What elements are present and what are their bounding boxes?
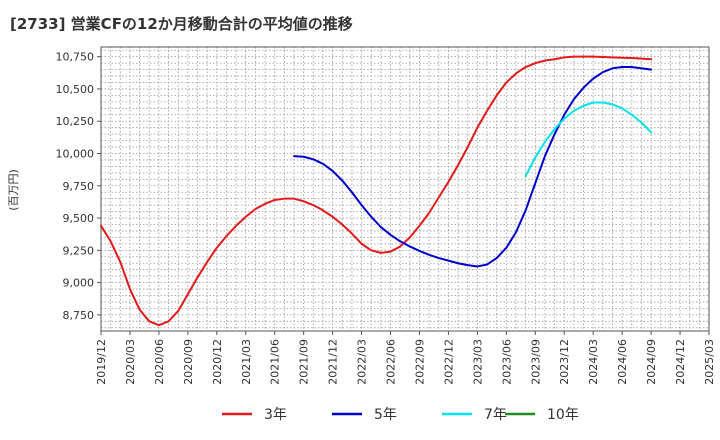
y-tick-label: 9,750 xyxy=(63,180,95,193)
legend-label-3: 7年 xyxy=(484,407,507,423)
x-tick-label: 2022/06 xyxy=(385,339,398,385)
plot-frame xyxy=(100,46,710,332)
axes xyxy=(100,46,710,332)
y-tick-label: 8,750 xyxy=(63,309,95,322)
series-lines xyxy=(100,55,653,327)
x-tick-label: 2021/12 xyxy=(327,339,340,385)
plot-area xyxy=(101,47,709,331)
legend-label-4: 10年 xyxy=(547,407,579,423)
x-tick-label: 2022/09 xyxy=(413,339,426,385)
x-tick-label: 2023/09 xyxy=(529,339,542,385)
series-line-3 xyxy=(524,101,653,178)
y-tick-label: 9,500 xyxy=(63,212,95,225)
x-tick-label: 2023/06 xyxy=(500,339,513,385)
x-tick-label: 2024/09 xyxy=(645,339,658,385)
y-tick-label: 10,250 xyxy=(56,115,95,128)
x-tick-label: 2025/03 xyxy=(703,339,716,385)
legend-label-2: 5年 xyxy=(374,407,397,423)
x-tick-label: 2022/12 xyxy=(442,339,455,385)
y-tick-label: 9,000 xyxy=(63,277,95,290)
x-tick-label: 2020/06 xyxy=(153,339,166,385)
x-tick-label: 2019/12 xyxy=(95,339,108,385)
x-tick-label: 2022/03 xyxy=(356,339,369,385)
x-tick-label: 2020/03 xyxy=(124,339,137,385)
series-line-2 xyxy=(293,66,653,268)
series-line-1 xyxy=(100,55,653,327)
y-tick-label: 9,250 xyxy=(63,244,95,257)
plot-background xyxy=(101,47,709,331)
x-axis-ticks: 2019/12 2020/03 2020/06 2020/09 2020/12 2021/… xyxy=(95,331,716,385)
x-tick-label: 2023/12 xyxy=(558,339,571,385)
y-tick-label: 10,500 xyxy=(56,83,95,96)
y-axis-ticks: 8,750 9,000 9,250 9,500 9,750 10,000 10,250 10,… xyxy=(56,51,101,322)
x-tick-label: 2020/09 xyxy=(182,339,195,385)
legend: 3年 5年 7年 10年 xyxy=(222,407,579,423)
chart-title: [2733] 営業CFの12か月移動合計の平均値の推移 xyxy=(10,15,353,33)
x-tick-label: 2021/09 xyxy=(298,339,311,385)
x-tick-label: 2024/12 xyxy=(674,339,687,385)
y-tick-label: 10,750 xyxy=(56,51,95,64)
x-tick-label: 2020/12 xyxy=(211,339,224,385)
x-tick-label: 2021/06 xyxy=(269,339,282,385)
y-axis-label: (百万円) xyxy=(7,169,20,211)
legend-label-1: 3年 xyxy=(264,407,287,423)
x-tick-label: 2023/03 xyxy=(471,339,484,385)
x-tick-label: 2024/06 xyxy=(616,339,629,385)
y-tick-label: 10,000 xyxy=(56,148,95,161)
x-tick-label: 2024/03 xyxy=(587,339,600,385)
x-tick-label: 2021/03 xyxy=(240,339,253,385)
